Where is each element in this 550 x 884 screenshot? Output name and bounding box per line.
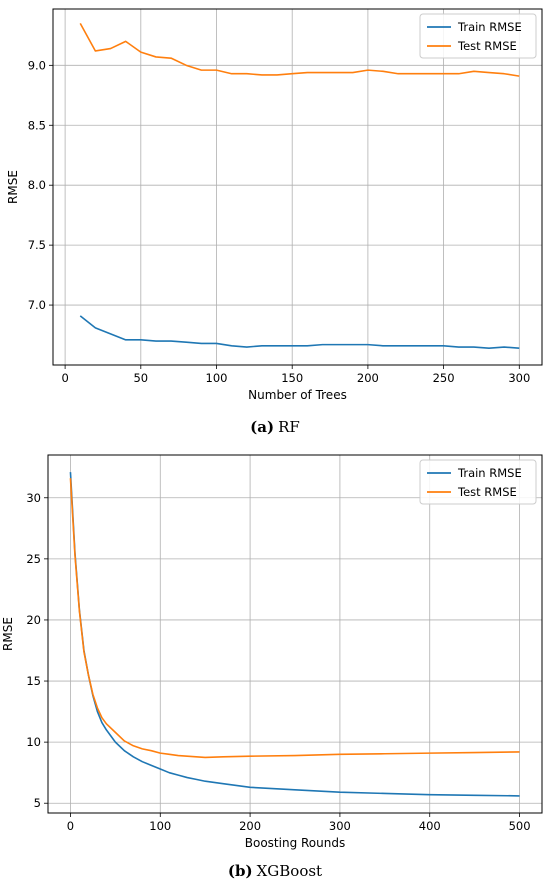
x-tick-label: 200 (239, 819, 261, 833)
caption-rf-tag: a (257, 418, 267, 436)
grid-rf (53, 9, 542, 365)
caption-xgboost: (b) XGBoost (228, 862, 322, 880)
ticks-rf: 0 50 100 150 200 250 300 7.0 7.5 8.0 8.5 9.0 (28, 58, 531, 385)
y-axis-label-rf: RMSE (6, 170, 20, 204)
series-lines-xgboost (69, 472, 520, 797)
legend-rf: Train RMSE Test RMSE (419, 13, 537, 59)
panel-xgboost: 0 100 200 300 400 500 5 10 15 20 25 30 Boosting Rou… (1, 454, 543, 850)
x-tick-label: 50 (133, 371, 148, 385)
y-tick-label: 25 (26, 552, 41, 566)
y-tick-label: 7.5 (28, 238, 46, 252)
series-line-test-rmse (79, 22, 520, 77)
y-tick-label: 20 (26, 613, 41, 627)
series-lines-rf (79, 22, 520, 350)
caption-xgboost-tag-close: ) (246, 862, 253, 880)
legend-label: Train RMSE (457, 466, 522, 480)
ticks-xgboost: 0 100 200 300 400 500 5 10 15 20 25 30 (26, 491, 530, 833)
y-tick-label: 8.5 (28, 118, 46, 132)
x-tick-label: 0 (67, 819, 74, 833)
caption-rf-tag-close: ) (267, 418, 274, 436)
legend-label: Train RMSE (457, 20, 522, 34)
y-axis-label-xgboost: RMSE (1, 617, 15, 651)
series-line-train-rmse (79, 315, 520, 350)
y-tick-label: 9.0 (28, 58, 46, 72)
x-tick-label: 200 (357, 371, 379, 385)
legend-box (419, 459, 537, 505)
y-tick-label: 30 (26, 491, 41, 505)
x-axis-label-xgboost: Boosting Rounds (245, 836, 345, 850)
caption-xgboost-text: XGBoost (257, 862, 322, 880)
x-tick-label: 400 (419, 819, 441, 833)
y-tick-label: 15 (26, 674, 41, 688)
caption-rf: (a) RF (250, 418, 300, 436)
x-tick-label: 0 (61, 371, 68, 385)
x-tick-label: 500 (509, 819, 531, 833)
x-tick-label: 250 (433, 371, 455, 385)
y-tick-label: 8.0 (28, 178, 46, 192)
x-axis-label-rf: Number of Trees (248, 388, 347, 402)
legend-label: Test RMSE (457, 485, 517, 499)
panel-rf: 0 50 100 150 200 250 300 7.0 7.5 8.0 8.5 9.0 Number… (6, 8, 543, 402)
legend-label: Test RMSE (457, 39, 517, 53)
caption-xgboost-tag: b (235, 862, 246, 880)
legend-xgboost: Train RMSE Test RMSE (419, 459, 537, 505)
x-tick-label: 150 (281, 371, 303, 385)
x-tick-label: 300 (508, 371, 530, 385)
caption-rf-tag-paren: ( (250, 418, 257, 436)
y-tick-label: 5 (34, 796, 41, 810)
plot-area-rf (52, 8, 543, 366)
legend-box (419, 13, 537, 59)
x-tick-label: 300 (329, 819, 351, 833)
plot-area-xgboost (47, 454, 543, 814)
series-line-test-rmse (69, 478, 520, 759)
caption-rf-text: RF (278, 418, 300, 436)
grid-xgboost (48, 455, 542, 813)
y-tick-label: 10 (26, 735, 41, 749)
x-tick-label: 100 (149, 819, 171, 833)
caption-xgboost-tag-paren: ( (228, 862, 235, 880)
x-tick-label: 100 (206, 371, 228, 385)
y-tick-label: 7.0 (28, 298, 46, 312)
